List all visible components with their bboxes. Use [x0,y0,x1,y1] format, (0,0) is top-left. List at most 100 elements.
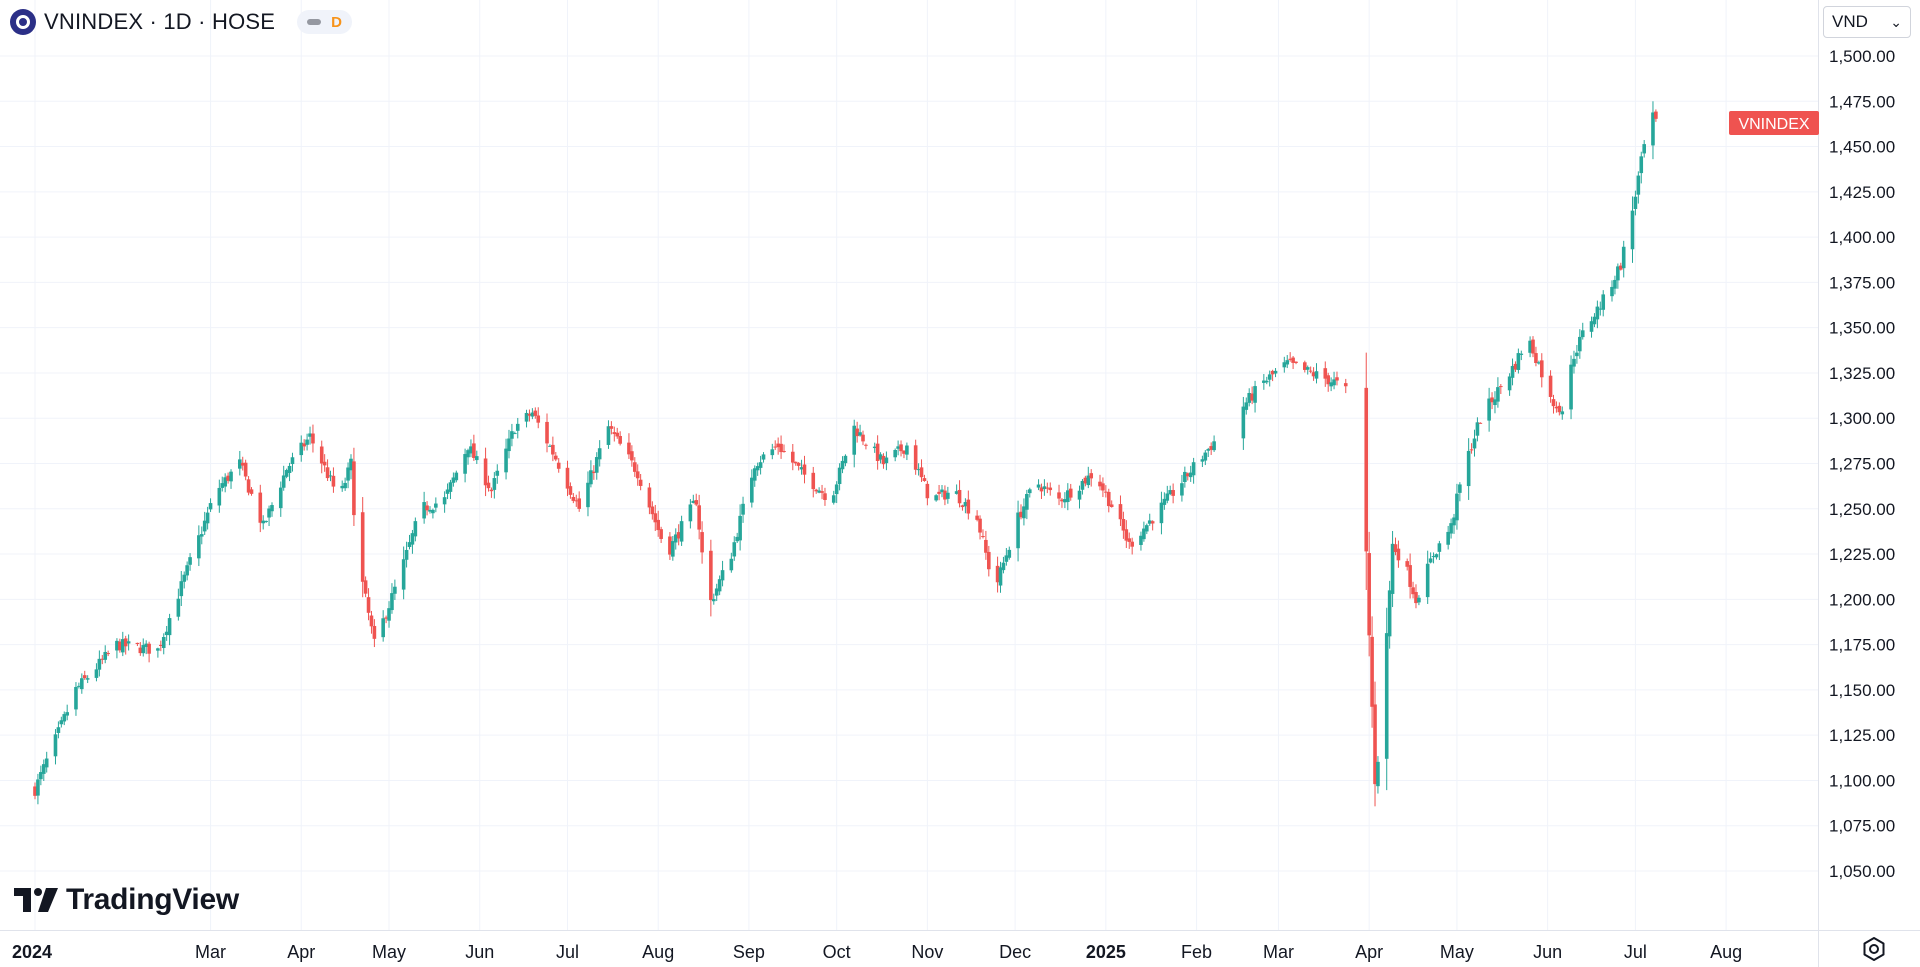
candle-body [442,497,447,505]
candle-body [1185,473,1190,477]
candle-series [33,101,1658,807]
x-tick-label: 2025 [1086,942,1126,962]
candle-body [1104,491,1108,493]
candle-body [1458,484,1462,493]
candle-body [1510,365,1515,378]
y-tick-label: 1,350.00 [1829,319,1895,338]
candle-body [176,598,181,617]
tradingview-logo[interactable]: TradingView [14,883,239,917]
candle-body [556,462,561,469]
candle-body [510,431,514,439]
candle-body [1285,360,1290,365]
market-status-badge[interactable]: D [297,10,353,34]
candle-body [627,442,631,455]
candle-body [44,758,49,768]
candle-body [852,425,857,455]
candle-body [1507,376,1512,391]
candle-body [536,415,541,423]
candle-body [1343,383,1348,387]
candle-body [937,491,941,494]
candle-body [995,565,1000,583]
candle-body [1057,492,1061,499]
candle-body [981,536,985,538]
y-tick-label: 1,500.00 [1829,47,1895,66]
symbol-logo-icon[interactable] [10,9,36,35]
candle-body [1554,406,1559,409]
candle-body [527,413,532,416]
settings-icon[interactable] [1861,936,1887,962]
candle-body [840,460,845,470]
candle-body [811,472,816,490]
candle-body [943,490,947,500]
candle-body [1101,483,1105,491]
x-tick-label: Feb [1181,942,1212,962]
price-axis: 1,050.00 1,075.00 1,100.00 1,125.00 1,150.00… [1829,47,1895,881]
candle-body [1007,549,1012,558]
candle-body [855,428,859,437]
candle-body [77,685,81,687]
candle-body [205,512,210,524]
candle-body [902,450,906,454]
symbol-title[interactable]: VNINDEX · 1D · HOSE [44,9,276,34]
interval-badge: D [331,13,343,31]
candle-body [656,519,660,531]
candle-body [469,446,473,454]
candle-body [428,509,432,512]
candle-body [1270,370,1275,375]
x-tick-label: Jul [1624,942,1647,962]
candle-body [197,535,201,559]
candle-body [834,484,839,495]
candle-body [711,599,716,602]
candle-body [594,457,599,473]
candle-body [422,502,426,519]
candle-body [448,482,453,492]
candle-body [987,551,991,570]
candle-body [875,443,880,461]
candle-body [615,432,620,437]
candle-body [793,461,798,464]
candle-body [156,648,160,651]
candle-body [1209,446,1213,450]
candle-body [817,490,821,493]
candle-body [1455,493,1459,521]
candle-body [302,443,306,447]
candle-body [1294,361,1298,363]
candle-body [533,410,538,416]
candle-body [597,448,602,460]
last-price-label: VNINDEX [1729,111,1819,136]
candle-body [676,532,681,539]
candle-body [770,449,775,456]
candle-body [1098,481,1102,487]
candle-body [1499,386,1503,388]
candle-body [1408,565,1412,587]
candle-body [141,645,146,654]
candle-body [319,446,324,464]
candle-body [1376,761,1380,787]
currency-select[interactable]: VND ⌄ [1823,6,1911,38]
candle-body [226,475,230,481]
x-tick-label: Dec [999,942,1031,962]
candle-body [574,500,579,502]
candle-body [1466,450,1471,487]
candle-body [1291,357,1295,363]
candle-body [1212,441,1216,451]
candle-body [466,450,470,458]
candle-body [1001,562,1006,571]
candle-body [709,550,713,601]
candle-body [861,434,865,442]
candle-body [530,412,535,417]
candle-body [1314,371,1319,379]
candle-body [445,489,450,494]
candle-body [1580,330,1585,338]
candle-body [934,495,938,501]
candle-body [899,444,903,452]
candle-body [182,574,187,582]
candle-body [1516,353,1521,370]
candle-body [1247,393,1252,403]
candle-body [1616,266,1620,281]
candle-body [290,457,295,465]
candle-body [126,641,131,644]
candle-body [1311,372,1316,377]
candle-body [202,520,207,532]
